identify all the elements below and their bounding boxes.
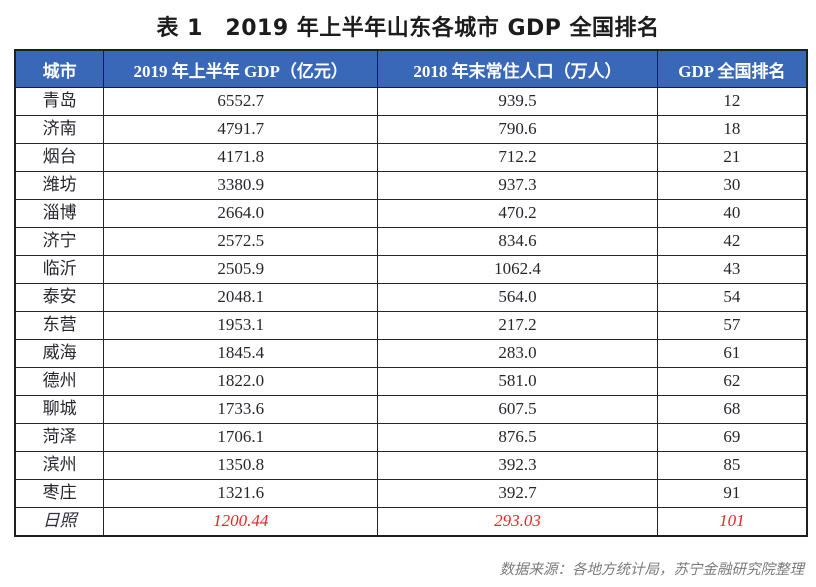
cell-rank: 30: [656, 171, 808, 200]
cell-gdp: 3380.9: [103, 171, 379, 200]
cell-rank: 69: [656, 423, 808, 452]
cell-gdp: 6552.7: [103, 87, 379, 116]
cell-population: 470.2: [377, 199, 658, 228]
cell-population: 790.6: [377, 115, 658, 144]
cell-population: 834.6: [377, 227, 658, 256]
cell-gdp: 2572.5: [103, 227, 379, 256]
cell-rank: 12: [656, 87, 808, 116]
cell-gdp: 4791.7: [103, 115, 379, 144]
cell-gdp: 1953.1: [103, 311, 379, 340]
cell-gdp: 1321.6: [103, 479, 379, 508]
cell-gdp: 1845.4: [103, 339, 379, 368]
cell-population: 937.3: [377, 171, 658, 200]
cell-population: 392.3: [377, 451, 658, 480]
gdp-ranking-table: 城市 2019 年上半年 GDP（亿元） 2018 年末常住人口（万人） GDP…: [14, 49, 808, 537]
cell-rank: 40: [656, 199, 808, 228]
cell-city: 菏泽: [14, 423, 105, 452]
cell-city: 临沂: [14, 255, 105, 284]
cell-gdp: 2664.0: [103, 199, 379, 228]
cell-rank: 43: [656, 255, 808, 284]
cell-rank: 61: [656, 339, 808, 368]
cell-city: 潍坊: [14, 171, 105, 200]
cell-rank: 18: [656, 115, 808, 144]
table-row: 淄博 2664.0 470.2 40: [14, 199, 808, 228]
cell-city: 泰安: [14, 283, 105, 312]
cell-gdp: 2048.1: [103, 283, 379, 312]
table-row: 潍坊 3380.9 937.3 30: [14, 171, 808, 200]
cell-rank: 62: [656, 367, 808, 396]
cell-gdp: 1733.6: [103, 395, 379, 424]
table-body: 青岛 6552.7 939.5 12 济南 4791.7 790.6 18 烟台 4171.8 71…: [14, 87, 808, 537]
cell-population: 876.5: [377, 423, 658, 452]
cell-gdp: 1822.0: [103, 367, 379, 396]
cell-rank: 85: [656, 451, 808, 480]
cell-population: 581.0: [377, 367, 658, 396]
cell-city: 枣庄: [14, 479, 105, 508]
cell-city: 威海: [14, 339, 105, 368]
cell-city: 聊城: [14, 395, 105, 424]
cell-population: 712.2: [377, 143, 658, 172]
table-row: 滨州 1350.8 392.3 85: [14, 451, 808, 480]
cell-city: 烟台: [14, 143, 105, 172]
cell-city: 滨州: [14, 451, 105, 480]
cell-population: 283.0: [377, 339, 658, 368]
cell-city: 济南: [14, 115, 105, 144]
table-title: 表 1 2019 年上半年山东各城市 GDP 全国排名: [156, 16, 660, 41]
header-row: 城市 2019 年上半年 GDP（亿元） 2018 年末常住人口（万人） GDP…: [14, 49, 808, 88]
table-row: 威海 1845.4 283.0 61: [14, 339, 808, 368]
col-header-population: 2018 年末常住人口（万人）: [377, 49, 658, 88]
cell-city: 东营: [14, 311, 105, 340]
cell-gdp: 4171.8: [103, 143, 379, 172]
table-row: 日照 1200.44 293.03 101: [14, 507, 808, 537]
cell-rank: 68: [656, 395, 808, 424]
col-header-gdp: 2019 年上半年 GDP（亿元）: [103, 49, 379, 88]
cell-population: 217.2: [377, 311, 658, 340]
col-header-city: 城市: [14, 49, 105, 88]
table-row: 聊城 1733.6 607.5 68: [14, 395, 808, 424]
cell-population: 293.03: [377, 507, 658, 537]
cell-gdp: 2505.9: [103, 255, 379, 284]
table-row: 济南 4791.7 790.6 18: [14, 115, 808, 144]
table-row: 烟台 4171.8 712.2 21: [14, 143, 808, 172]
source-note: 数据来源：各地方统计局，苏宁金融研究院整理: [499, 562, 805, 578]
cell-city: 淄博: [14, 199, 105, 228]
cell-population: 392.7: [377, 479, 658, 508]
cell-city: 德州: [14, 367, 105, 396]
cell-population: 939.5: [377, 87, 658, 116]
cell-gdp: 1350.8: [103, 451, 379, 480]
cell-gdp: 1706.1: [103, 423, 379, 452]
table-row: 菏泽 1706.1 876.5 69: [14, 423, 808, 452]
cell-city: 青岛: [14, 87, 105, 116]
table-row: 临沂 2505.9 1062.4 43: [14, 255, 808, 284]
cell-rank: 91: [656, 479, 808, 508]
cell-population: 1062.4: [377, 255, 658, 284]
cell-city: 济宁: [14, 227, 105, 256]
cell-city: 日照: [14, 507, 105, 537]
cell-gdp: 1200.44: [103, 507, 379, 537]
cell-rank: 42: [656, 227, 808, 256]
table-row: 青岛 6552.7 939.5 12: [14, 87, 808, 116]
cell-rank: 54: [656, 283, 808, 312]
table-row: 泰安 2048.1 564.0 54: [14, 283, 808, 312]
table-row: 济宁 2572.5 834.6 42: [14, 227, 808, 256]
col-header-rank: GDP 全国排名: [656, 49, 808, 88]
table-row: 枣庄 1321.6 392.7 91: [14, 479, 808, 508]
table-row: 东营 1953.1 217.2 57: [14, 311, 808, 340]
cell-rank: 101: [656, 507, 808, 537]
cell-population: 607.5: [377, 395, 658, 424]
table-row: 德州 1822.0 581.0 62: [14, 367, 808, 396]
cell-rank: 21: [656, 143, 808, 172]
cell-rank: 57: [656, 311, 808, 340]
cell-population: 564.0: [377, 283, 658, 312]
